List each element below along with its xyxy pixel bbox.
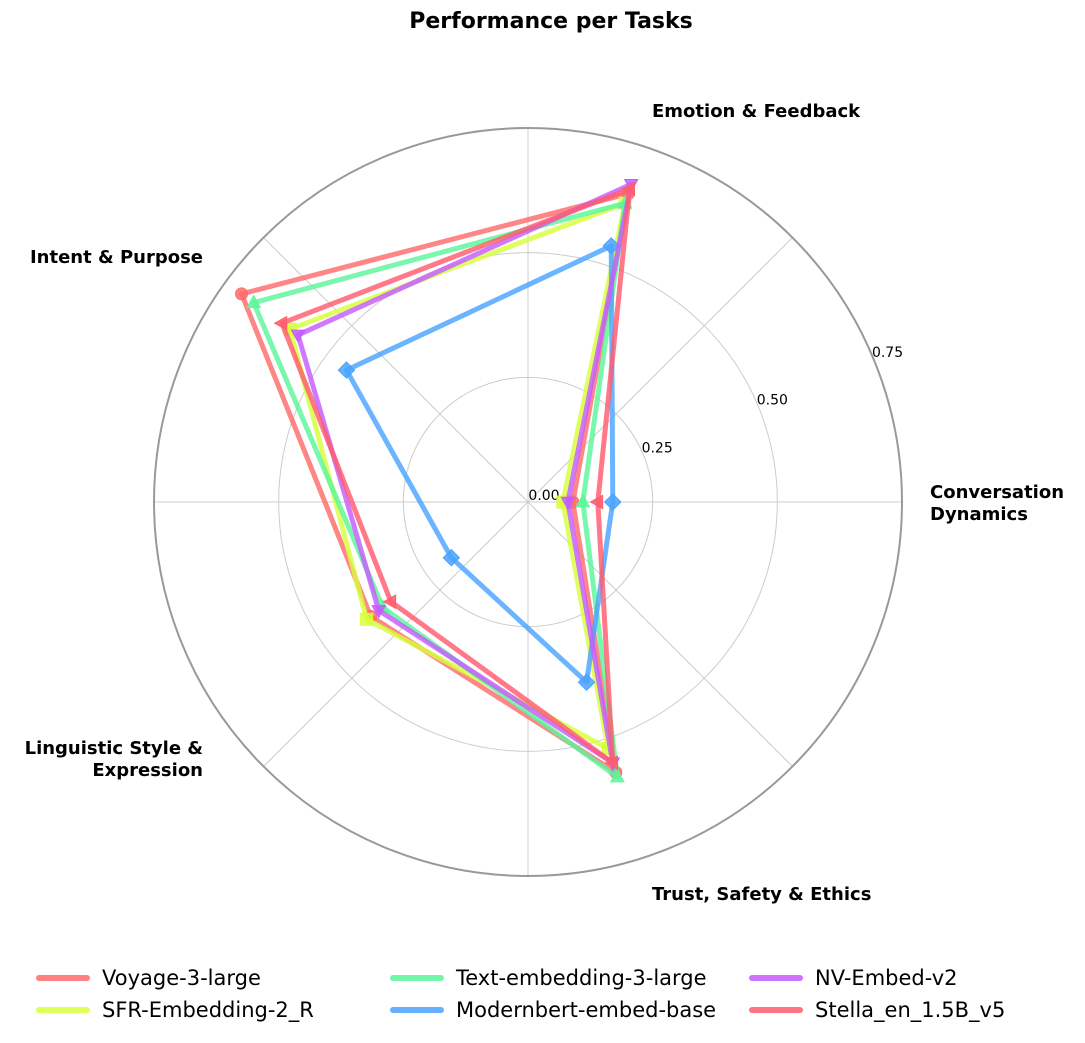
data-point	[290, 329, 306, 344]
r-tick-label: 0.50	[757, 393, 788, 409]
grid-spoke	[527, 237, 793, 503]
legend-item: Stella_en_1.5B_v5	[749, 998, 1005, 1022]
data-point	[577, 673, 596, 692]
legend-item: Modernbert-embed-base	[390, 998, 716, 1022]
legend-swatch	[36, 1007, 90, 1013]
legend-label: NV-Embed-v2	[815, 966, 958, 990]
r-tick-label: 0.25	[642, 440, 673, 456]
data-point	[589, 494, 604, 510]
data-point	[621, 181, 636, 197]
radar-series	[235, 178, 639, 783]
axis-label: Intent & Purpose	[30, 247, 203, 268]
outer-ring	[153, 127, 903, 877]
legend-swatch	[36, 975, 90, 981]
legend-item: NV-Embed-v2	[749, 966, 958, 990]
legend-swatch	[390, 975, 444, 981]
radar-axis-labels: Conversation Dynamics Emotion & Feedback In…	[25, 101, 1064, 905]
legend-swatch	[749, 1007, 803, 1013]
legend-label: Text-embedding-3-large	[456, 966, 707, 990]
r-tick-label: 0.00	[528, 488, 559, 504]
axis-label: Emotion & Feedback	[652, 101, 861, 122]
legend-item: Voyage-3-large	[36, 966, 261, 990]
legend-swatch	[390, 1007, 444, 1013]
legend-label: SFR-Embedding-2_R	[102, 998, 314, 1022]
series-line	[279, 186, 633, 766]
legend-item: SFR-Embedding-2_R	[36, 998, 314, 1022]
data-point	[382, 594, 397, 610]
chart-title: Performance per Tasks	[409, 9, 693, 34]
data-point	[603, 493, 622, 511]
data-point	[560, 496, 576, 511]
data-point	[246, 294, 262, 308]
r-tick-label: 0.75	[872, 345, 903, 361]
grid-spoke	[263, 237, 529, 503]
data-point	[371, 605, 387, 619]
data-point	[360, 612, 374, 626]
data-point	[235, 287, 249, 301]
axis-label: Trust, Safety & Ethics	[652, 884, 871, 905]
data-point	[602, 237, 621, 255]
data-point	[575, 493, 591, 508]
legend-swatch	[749, 975, 803, 981]
series-stella-en-1-5b-v5	[273, 181, 636, 771]
data-point	[442, 548, 461, 567]
legend-label: Stella_en_1.5B_v5	[815, 998, 1006, 1022]
legend-label: Modernbert-embed-base	[456, 998, 717, 1022]
data-point	[604, 755, 619, 771]
legend-item: Text-embedding-3-large	[390, 966, 707, 990]
grid-ring	[278, 252, 778, 752]
legend-label: Voyage-3-large	[102, 966, 261, 990]
axis-label: Conversation Dynamics	[930, 482, 1064, 525]
data-point	[337, 361, 356, 379]
data-point	[609, 768, 625, 783]
data-point	[273, 315, 288, 331]
axis-label: Linguistic Style & Expression	[25, 738, 203, 781]
